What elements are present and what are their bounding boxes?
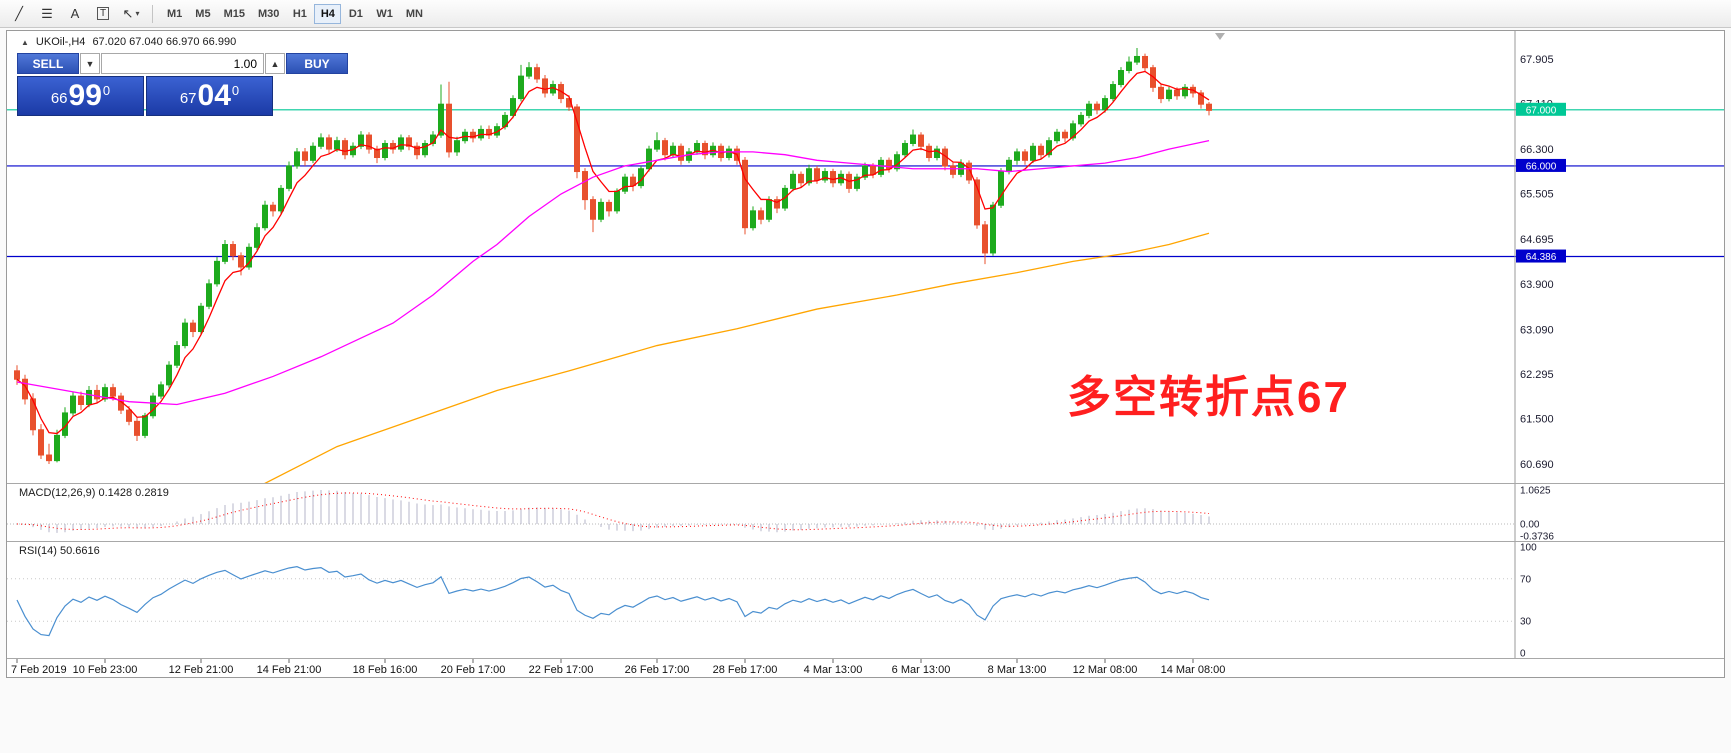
svg-text:12 Mar 08:00: 12 Mar 08:00 <box>1073 664 1138 676</box>
timeframe-button-m30[interactable]: M30 <box>252 4 285 24</box>
svg-text:7 Feb 2019: 7 Feb 2019 <box>11 664 67 676</box>
main-chart-canvas[interactable]: 67.90567.11066.30065.50564.69563.90063.0… <box>7 31 1724 483</box>
svg-text:26 Feb 17:00: 26 Feb 17:00 <box>625 664 690 676</box>
bid-pip-digit: 0 <box>102 83 111 98</box>
volume-input[interactable] <box>101 53 264 74</box>
rsi-canvas[interactable]: 100 70 30 0 <box>7 542 1724 658</box>
rsi-header-label: RSI(14) 50.6616 <box>19 545 100 557</box>
ask-pip-digit: 0 <box>231 83 240 98</box>
arrow-tools-dropdown[interactable]: ↖ ▾ <box>118 3 144 25</box>
fibonacci-tool-icon[interactable]: ☰ <box>34 3 60 25</box>
svg-text:0: 0 <box>1520 649 1526 659</box>
ma-mid-line <box>16 140 1210 406</box>
price-tag <box>1516 249 1566 263</box>
svg-text:8 Mar 13:00: 8 Mar 13:00 <box>988 664 1047 676</box>
svg-text:28 Feb 17:00: 28 Feb 17:00 <box>713 664 778 676</box>
timeframe-button-d1[interactable]: D1 <box>342 4 369 24</box>
bid-prefix: 66 <box>50 90 68 107</box>
svg-text:66.000: 66.000 <box>1526 161 1557 172</box>
toolbar-separator <box>152 4 153 23</box>
pane-divider[interactable] <box>7 541 1724 542</box>
svg-text:60.690: 60.690 <box>1520 459 1554 471</box>
svg-text:70: 70 <box>1520 574 1532 585</box>
svg-text:0.00: 0.00 <box>1520 520 1540 531</box>
pane-divider[interactable] <box>7 483 1724 484</box>
symbol-period-label: UKOil-,H4 <box>35 36 86 48</box>
timeframe-button-w1[interactable]: W1 <box>370 4 399 24</box>
bid-price-display[interactable]: 66 99 0 <box>17 76 144 116</box>
svg-text:20 Feb 17:00: 20 Feb 17:00 <box>441 664 506 676</box>
time-axis[interactable]: 7 Feb 2019 10 Feb 23:00 12 Feb 21:00 14 Feb… <box>7 659 1724 677</box>
svg-text:14 Feb 21:00: 14 Feb 21:00 <box>257 664 322 676</box>
pane-divider[interactable] <box>7 658 1724 659</box>
price-tag <box>1516 158 1566 172</box>
svg-text:66.300: 66.300 <box>1520 144 1554 156</box>
up-tick-icon: ▲ <box>21 37 29 47</box>
timeframe-button-h1[interactable]: H1 <box>286 4 313 24</box>
chart-annotation-text: 多空转折点67 <box>1067 373 1350 422</box>
timeframe-button-mn[interactable]: MN <box>400 4 429 24</box>
macd-signal-line <box>16 492 1210 531</box>
svg-text:63.090: 63.090 <box>1520 324 1554 336</box>
chevron-up-icon: ▲ <box>270 58 280 69</box>
svg-text:12 Feb 21:00: 12 Feb 21:00 <box>169 664 234 676</box>
svg-text:6 Mar 13:00: 6 Mar 13:00 <box>892 664 951 676</box>
svg-text:64.386: 64.386 <box>1526 252 1557 263</box>
ask-prefix: 67 <box>179 90 197 107</box>
svg-text:64.695: 64.695 <box>1520 234 1554 246</box>
trendline-tool-icon[interactable]: ╱ <box>6 3 32 25</box>
volume-dropdown-button[interactable]: ▼ <box>80 53 100 74</box>
top-toolbar: ╱ ☰ A T ↖ ▾ M1 M5 M15 M30 H1 H4 D1 W1 MN <box>0 0 1731 28</box>
time-scale[interactable]: 7 Feb 2019 10 Feb 23:00 12 Feb 21:00 14 Feb… <box>11 659 1225 676</box>
timeframe-group: M1 M5 M15 M30 H1 H4 D1 W1 MN <box>161 3 429 24</box>
bid-big-digits: 99 <box>68 79 102 112</box>
timeframe-button-m1[interactable]: M1 <box>161 4 188 24</box>
svg-text:100: 100 <box>1520 543 1537 554</box>
ask-price-display[interactable]: 67 04 0 <box>146 76 273 116</box>
label-tool-icon[interactable]: T <box>90 3 116 25</box>
timeframe-button-m15[interactable]: M15 <box>218 4 251 24</box>
svg-text:30: 30 <box>1520 617 1532 628</box>
time-axis-canvas[interactable]: 7 Feb 2019 10 Feb 23:00 12 Feb 21:00 14 Feb… <box>7 659 1724 677</box>
volume-increase-button[interactable]: ▲ <box>265 53 285 74</box>
text-tool-icon[interactable]: A <box>62 3 88 25</box>
sell-button[interactable]: SELL <box>17 53 79 74</box>
drawing-tools-group: ╱ ☰ A T ↖ ▾ <box>6 3 144 25</box>
svg-text:1.0625: 1.0625 <box>1520 486 1551 497</box>
timeframe-button-m5[interactable]: M5 <box>189 4 216 24</box>
svg-text:18 Feb 16:00: 18 Feb 16:00 <box>353 664 418 676</box>
svg-text:62.295: 62.295 <box>1520 369 1554 381</box>
macd-indicator-pane[interactable]: 1.0625 0.00 -0.3736 MACD(12,26,9) 0.1428 0… <box>7 484 1724 541</box>
macd-canvas[interactable]: 1.0625 0.00-0.3736 <box>7 484 1724 541</box>
ma-slow-line <box>264 232 1210 483</box>
svg-text:22 Feb 17:00: 22 Feb 17:00 <box>529 664 594 676</box>
svg-text:10 Feb 23:00: 10 Feb 23:00 <box>73 664 138 676</box>
buy-button[interactable]: BUY <box>286 53 348 74</box>
chart-ohlc-header: ▲ UKOil-,H4 67.020 67.040 66.970 66.990 <box>21 36 236 48</box>
macd-histogram <box>24 490 1210 533</box>
svg-text:14 Mar 08:00: 14 Mar 08:00 <box>1161 664 1226 676</box>
chevron-down-icon: ▼ <box>85 58 95 69</box>
svg-text:61.500: 61.500 <box>1520 414 1554 426</box>
candles-series <box>14 48 1212 464</box>
price-tag <box>1516 102 1566 116</box>
svg-text:4 Mar 13:00: 4 Mar 13:00 <box>804 664 863 676</box>
rsi-line <box>16 566 1210 637</box>
ask-big-digits: 04 <box>197 79 231 112</box>
main-chart-pane[interactable]: 67.90567.11066.30065.50564.69563.90063.0… <box>7 31 1724 483</box>
svg-text:63.900: 63.900 <box>1520 279 1554 291</box>
ma-fast-line <box>16 70 1210 435</box>
timeframe-button-h4[interactable]: H4 <box>314 3 342 24</box>
svg-text:67.000: 67.000 <box>1526 105 1557 116</box>
ohlc-values: 67.020 67.040 66.970 66.990 <box>92 36 237 48</box>
svg-text:65.505: 65.505 <box>1520 189 1554 201</box>
svg-text:67.905: 67.905 <box>1520 54 1554 66</box>
chart-shift-marker-icon[interactable] <box>1215 33 1225 40</box>
rsi-indicator-pane[interactable]: 100 70 30 0 RSI(14) 50.6616 <box>7 542 1724 658</box>
macd-header-label: MACD(12,26,9) 0.1428 0.2819 <box>19 487 169 499</box>
chart-window: 67.90567.11066.30065.50564.69563.90063.0… <box>6 30 1725 678</box>
svg-text:-0.3736: -0.3736 <box>1520 532 1554 542</box>
